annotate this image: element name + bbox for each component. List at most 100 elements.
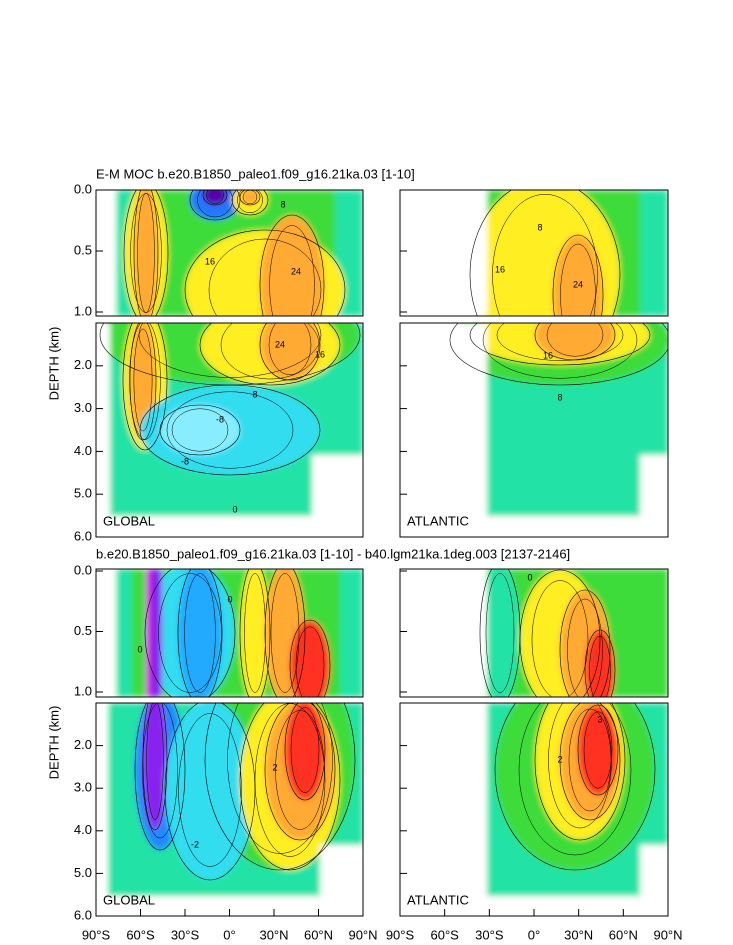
- contour-label: 16: [315, 349, 325, 359]
- y-tick-label: 0.0: [74, 181, 92, 196]
- x-tick-label: 0°: [223, 927, 235, 942]
- y-tick-label: 5.0: [74, 865, 92, 880]
- fill-region: [96, 896, 363, 916]
- x-tick-label: 60°N: [609, 927, 638, 942]
- panel-frame: [399, 189, 669, 317]
- fill-region: [640, 845, 668, 916]
- contour-line: [552, 234, 604, 316]
- fill-region: [487, 896, 668, 916]
- contour-line: [133, 190, 159, 316]
- y-tick-label: 0.5: [74, 242, 92, 257]
- contour-label: 0: [227, 594, 232, 604]
- contour-label: 0: [527, 572, 532, 582]
- contour-line: [220, 323, 320, 380]
- y-tick-label: 6.0: [74, 907, 92, 922]
- fill-region: [96, 703, 108, 916]
- y-tick-label: 1.0: [74, 303, 92, 318]
- contour-fill: [400, 703, 668, 916]
- fill-region: [400, 569, 487, 697]
- contour-label: -8: [216, 414, 224, 424]
- contour-line: [259, 214, 325, 316]
- contour-line: [469, 190, 621, 316]
- contour-line: [134, 703, 186, 851]
- y-tick-label: 2.0: [74, 737, 92, 752]
- contour-lines: [479, 569, 616, 697]
- y-tick-label: 4.0: [74, 822, 92, 837]
- fill-region: [340, 569, 363, 697]
- x-tick-label: 90°S: [82, 927, 111, 942]
- region-label: ATLANTIC: [407, 892, 469, 907]
- fill-region: [151, 569, 162, 697]
- contour-line: [129, 323, 157, 441]
- fill-region: [320, 845, 363, 916]
- contour-line: [206, 190, 224, 204]
- contour-line: [122, 323, 168, 451]
- contour-line: [189, 190, 241, 221]
- contour-label: 24: [291, 266, 301, 276]
- contour-line: [239, 569, 271, 697]
- contour-line: [208, 238, 322, 316]
- fill-region: [96, 190, 116, 316]
- contour-field: [96, 323, 363, 537]
- contour-label: 0: [232, 504, 237, 514]
- contour-label: 24: [573, 279, 583, 289]
- contour-field: [96, 703, 363, 916]
- contour-line: [239, 190, 261, 206]
- x-tick-label: 30°S: [171, 927, 200, 942]
- contour-line: [295, 626, 325, 697]
- fill-region: [134, 190, 158, 316]
- contour-line: [178, 713, 242, 867]
- x-tick-label: 90°N: [653, 927, 682, 942]
- contour-line: [199, 323, 341, 386]
- fill-region: [96, 569, 116, 697]
- contour-label: 16: [495, 264, 505, 274]
- contour-label: 8: [280, 199, 285, 209]
- contour-line: [159, 404, 241, 456]
- contour-line: [144, 569, 236, 697]
- panel-frame: [399, 568, 669, 698]
- x-tick-label: 90°S: [386, 927, 415, 942]
- contour-line: [237, 190, 263, 213]
- contour-line: [164, 703, 256, 881]
- y-tick-label: 0.5: [74, 623, 92, 638]
- contour-line: [589, 635, 611, 697]
- contour-field: [400, 569, 668, 697]
- contour-field: [96, 190, 363, 316]
- contour-line: [469, 323, 651, 366]
- contour-line: [449, 323, 668, 386]
- fill-region: [160, 405, 240, 455]
- x-tick-label: 0°: [528, 927, 540, 942]
- fill-region: [96, 323, 110, 537]
- contour-label: -8: [181, 456, 189, 466]
- contour-line: [142, 703, 178, 839]
- contour-line: [584, 629, 616, 697]
- contour-line: [184, 229, 346, 316]
- contour-line: [264, 703, 336, 841]
- y-tick-label: 5.0: [74, 486, 92, 501]
- fill-region: [143, 703, 167, 830]
- contour-line: [184, 573, 216, 693]
- contour-line: [197, 190, 233, 218]
- x-tick-label: 60°N: [304, 927, 333, 942]
- fill-region: [553, 235, 603, 316]
- contour-line: [138, 323, 322, 378]
- contour-label: -2: [191, 839, 199, 849]
- y-axis-label: DEPTH (km): [46, 327, 61, 401]
- contour-line: [204, 703, 356, 871]
- contour-line: [560, 243, 596, 316]
- contour-line: [259, 323, 321, 381]
- contour-fill: [96, 323, 363, 537]
- x-tick-label: 30°N: [259, 927, 288, 942]
- contour-line: [485, 573, 515, 693]
- contour-line: [290, 707, 320, 793]
- x-tick-label: 90°N: [348, 927, 377, 942]
- chart-title: E-M MOC b.e20.B1850_paleo1.f09_g16.21ka.…: [96, 166, 415, 181]
- panel-frame: [95, 322, 364, 538]
- y-axis-label: DEPTH (km): [46, 706, 61, 780]
- fill-region: [260, 215, 324, 316]
- fill-region: [240, 190, 260, 205]
- region-label: ATLANTIC: [407, 513, 469, 528]
- x-tick-label: 60°S: [126, 927, 155, 942]
- fill-region: [535, 323, 615, 360]
